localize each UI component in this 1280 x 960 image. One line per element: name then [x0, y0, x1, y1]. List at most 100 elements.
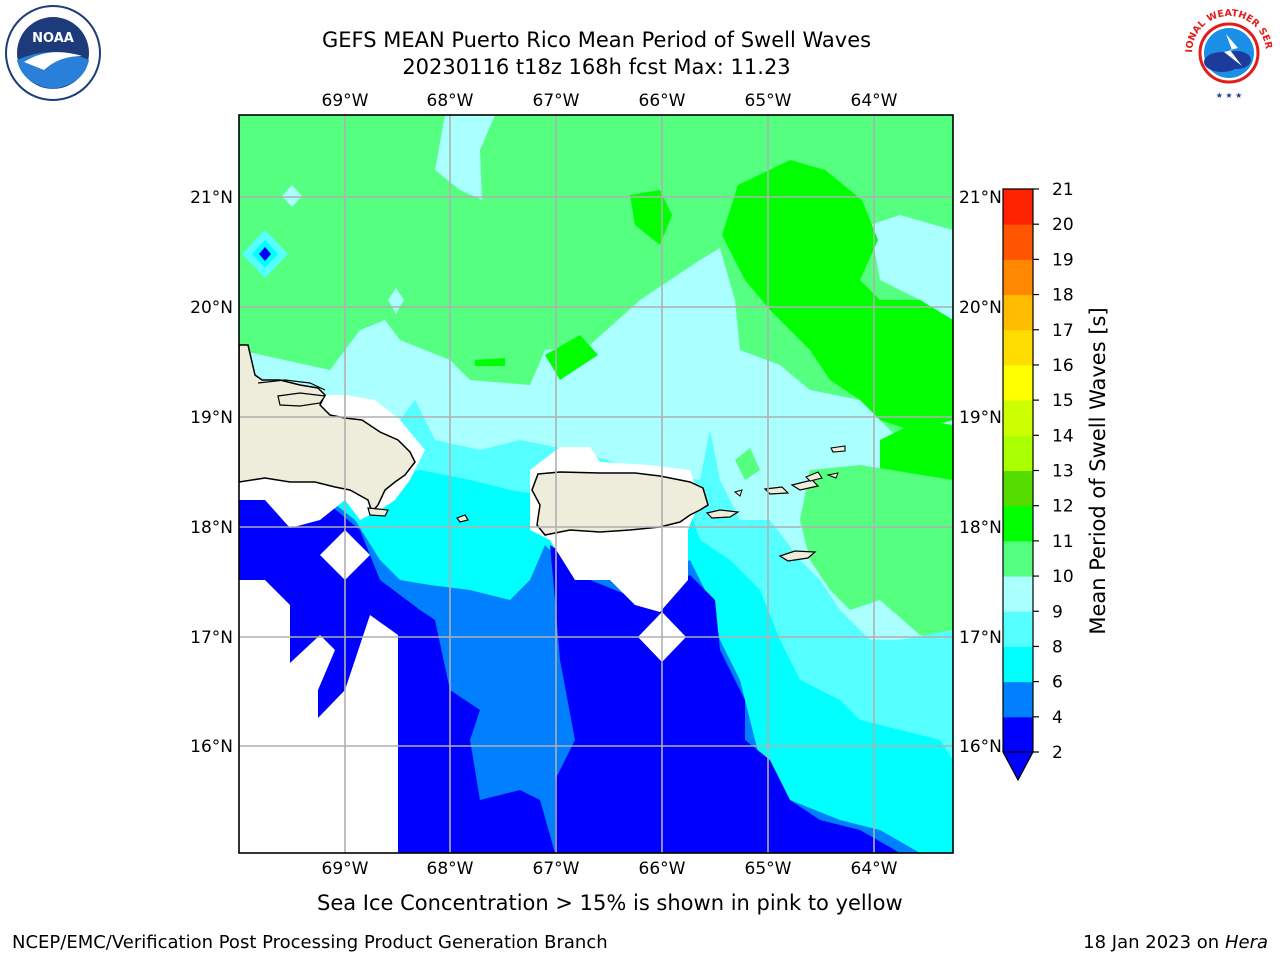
colorbar-tick-label: 18 [1052, 286, 1074, 306]
chart-title: GEFS MEAN Puerto Rico Mean Period of Swe… [321, 28, 872, 52]
colorbar-tick-label: 15 [1052, 391, 1074, 411]
field-pale-cyan-east [870, 215, 953, 320]
footer-credit: NCEP/EMC/Verification Post Processing Pr… [12, 932, 608, 953]
colorbar-tick-label: 11 [1052, 532, 1074, 552]
land-virgin-gorda [805, 471, 823, 482]
field-green-b [545, 335, 598, 380]
noaa-logo: NOAA [5, 5, 101, 101]
field-green-east [722, 160, 953, 430]
land-vieques [705, 509, 740, 519]
colorbar-segment [1003, 716, 1033, 753]
map-frame [238, 114, 954, 854]
colorbar-tick-label: 16 [1052, 356, 1074, 376]
footer-machine: Hera [1224, 932, 1268, 953]
colorbar-tick-label: 17 [1052, 321, 1074, 341]
colorbar-under-arrow [1001, 751, 1035, 782]
colorbar-title: Mean Period of Swell Waves [s] [1086, 307, 1110, 634]
colorbar-tick-label: 9 [1052, 602, 1063, 622]
lat-label-right: 18°N [959, 518, 1002, 538]
colorbar-segment [1003, 435, 1033, 471]
colorbar-segment [1003, 329, 1033, 366]
missing-west-b [345, 828, 372, 853]
lat-label-left: 21°N [190, 188, 233, 208]
field-light-green-se [800, 465, 953, 640]
colorbar-tick-label: 21 [1052, 180, 1074, 200]
lat-label-right: 20°N [959, 298, 1002, 318]
land-hispaniola-tail [367, 507, 389, 517]
colorbar-tick-label: 6 [1052, 673, 1063, 693]
colorbar-segment [1003, 259, 1033, 296]
field-green-c [475, 358, 505, 366]
land-islet [826, 472, 839, 479]
lat-label-left: 18°N [190, 518, 233, 538]
lat-label-right: 19°N [959, 408, 1002, 428]
sea-ice-note: Sea Ice Concentration > 15% is shown in … [317, 891, 903, 915]
noaa-logo-text: NOAA [32, 31, 74, 46]
field-blue-dot [259, 247, 271, 261]
land-tortola [790, 479, 820, 491]
colorbar-tick-label: 20 [1052, 215, 1074, 235]
colorbar-tick-label: 8 [1052, 637, 1063, 657]
land-culebra [733, 489, 743, 497]
nws-logo: NATIONAL WEATHER SERVICE ★ ★ ★ [1180, 4, 1275, 100]
colorbar-tick-label: 12 [1052, 497, 1074, 517]
lon-label-top: 65°W [745, 91, 792, 111]
lon-label-bottom: 65°W [745, 859, 792, 879]
coast-hispaniola-north [257, 379, 326, 391]
colorbar-tick-label: 14 [1052, 426, 1074, 446]
lon-label-top: 69°W [322, 91, 369, 111]
lat-label-left: 20°N [190, 298, 233, 318]
lon-label-bottom: 66°W [639, 859, 686, 879]
chart-subtitle: 20230116 t18z 168h fcst Max: 11.23 [402, 55, 791, 79]
field-deep-blue-center [550, 545, 900, 853]
colorbar-segment [1003, 646, 1033, 683]
colorbar-segment [1003, 505, 1033, 542]
colorbar-tick-label: 2 [1052, 743, 1063, 763]
axis-tick-labels: 69°W 69°W 68°W 68°W 67°W 67°W 66°W 66°W 65°W 65°W… [190, 91, 1002, 879]
colorbar-segment [1003, 470, 1033, 507]
land-hispaniola [239, 344, 416, 514]
lat-label-right: 17°N [959, 628, 1002, 648]
lon-label-bottom: 67°W [533, 859, 580, 879]
lon-label-top: 67°W [533, 91, 580, 111]
colorbar-tick-label: 13 [1052, 462, 1074, 482]
lon-label-top: 68°W [427, 91, 474, 111]
colorbar-tick-label: 19 [1052, 250, 1074, 270]
footer-date-text: 18 Jan 2023 on [1083, 932, 1220, 953]
lon-label-bottom: 69°W [322, 859, 369, 879]
field-pale-cyan-dot2 [388, 288, 404, 314]
land-st-croix [778, 550, 817, 562]
land-mona [456, 514, 469, 523]
lat-label-left: 17°N [190, 628, 233, 648]
colorbar-segment [1003, 400, 1033, 436]
colorbar-segment [1003, 294, 1033, 331]
field-light-green-islet [735, 448, 760, 480]
field-pale-cyan-dot [282, 185, 302, 207]
lat-label-left: 16°N [190, 737, 233, 757]
land-anegada [830, 445, 846, 453]
swell-period-field [239, 115, 953, 853]
land-hispaniola-island [277, 392, 327, 407]
colorbar-segment [1003, 189, 1033, 225]
colorbar: 2 4 6 8 9 10 11 12 13 14 15 16 17 18 19 20 21 [1001, 180, 1074, 782]
colorbar-segment [1003, 576, 1033, 612]
colorbar-segment [1003, 540, 1033, 577]
svg-text:★ ★ ★: ★ ★ ★ [1216, 91, 1243, 100]
lat-label-right: 21°N [959, 188, 1002, 208]
colorbar-tick-label: 4 [1052, 708, 1063, 728]
colorbar-tick-label: 10 [1052, 567, 1074, 587]
lon-label-top: 64°W [851, 91, 898, 111]
footer-date: 18 Jan 2023 on Hera [1083, 932, 1268, 953]
colorbar-segment [1003, 224, 1033, 260]
colorbar-segment [1003, 681, 1033, 718]
colorbar-segment [1003, 611, 1033, 647]
colorbar-segment [1003, 364, 1033, 401]
lat-label-right: 16°N [959, 737, 1002, 757]
graticule [239, 115, 953, 853]
lat-label-left: 19°N [190, 408, 233, 428]
lon-label-top: 66°W [639, 91, 686, 111]
missing-west-a [239, 580, 398, 853]
lon-label-bottom: 68°W [427, 859, 474, 879]
lon-label-bottom: 64°W [851, 859, 898, 879]
